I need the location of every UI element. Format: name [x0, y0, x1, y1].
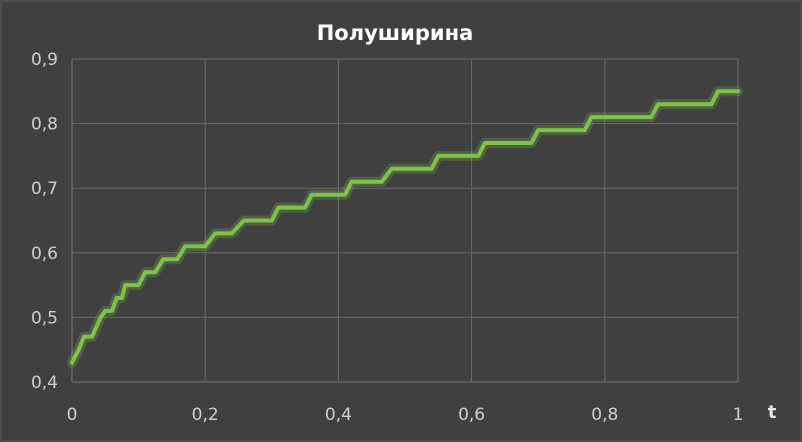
- series-line: [70, 89, 740, 365]
- y-tick-label: 0,7: [31, 179, 58, 199]
- y-tick-label: 0,5: [31, 308, 58, 328]
- y-tick-label: 0,9: [31, 50, 58, 70]
- y-tick-label: 0,8: [31, 115, 58, 135]
- series-layer: [67, 86, 743, 368]
- tick-labels: 0,4 0,5 0,6 0,7 0,8 0,9 0 0,2 0,4 0,6 0,8 1: [31, 50, 743, 425]
- x-tick-label: 1: [733, 405, 744, 425]
- x-tick-label: 0,4: [325, 405, 352, 425]
- axes: [71, 59, 738, 383]
- x-tick-label: 0: [67, 405, 78, 425]
- x-tick-label: 0,2: [192, 405, 219, 425]
- chart-title: Полуширина: [317, 21, 474, 45]
- x-tick-label: 0,6: [458, 405, 485, 425]
- x-tick-label: 0,8: [591, 405, 618, 425]
- y-tick-label: 0,4: [31, 373, 58, 393]
- x-axis-title: t: [768, 402, 777, 423]
- y-tick-label: 0,6: [31, 244, 58, 264]
